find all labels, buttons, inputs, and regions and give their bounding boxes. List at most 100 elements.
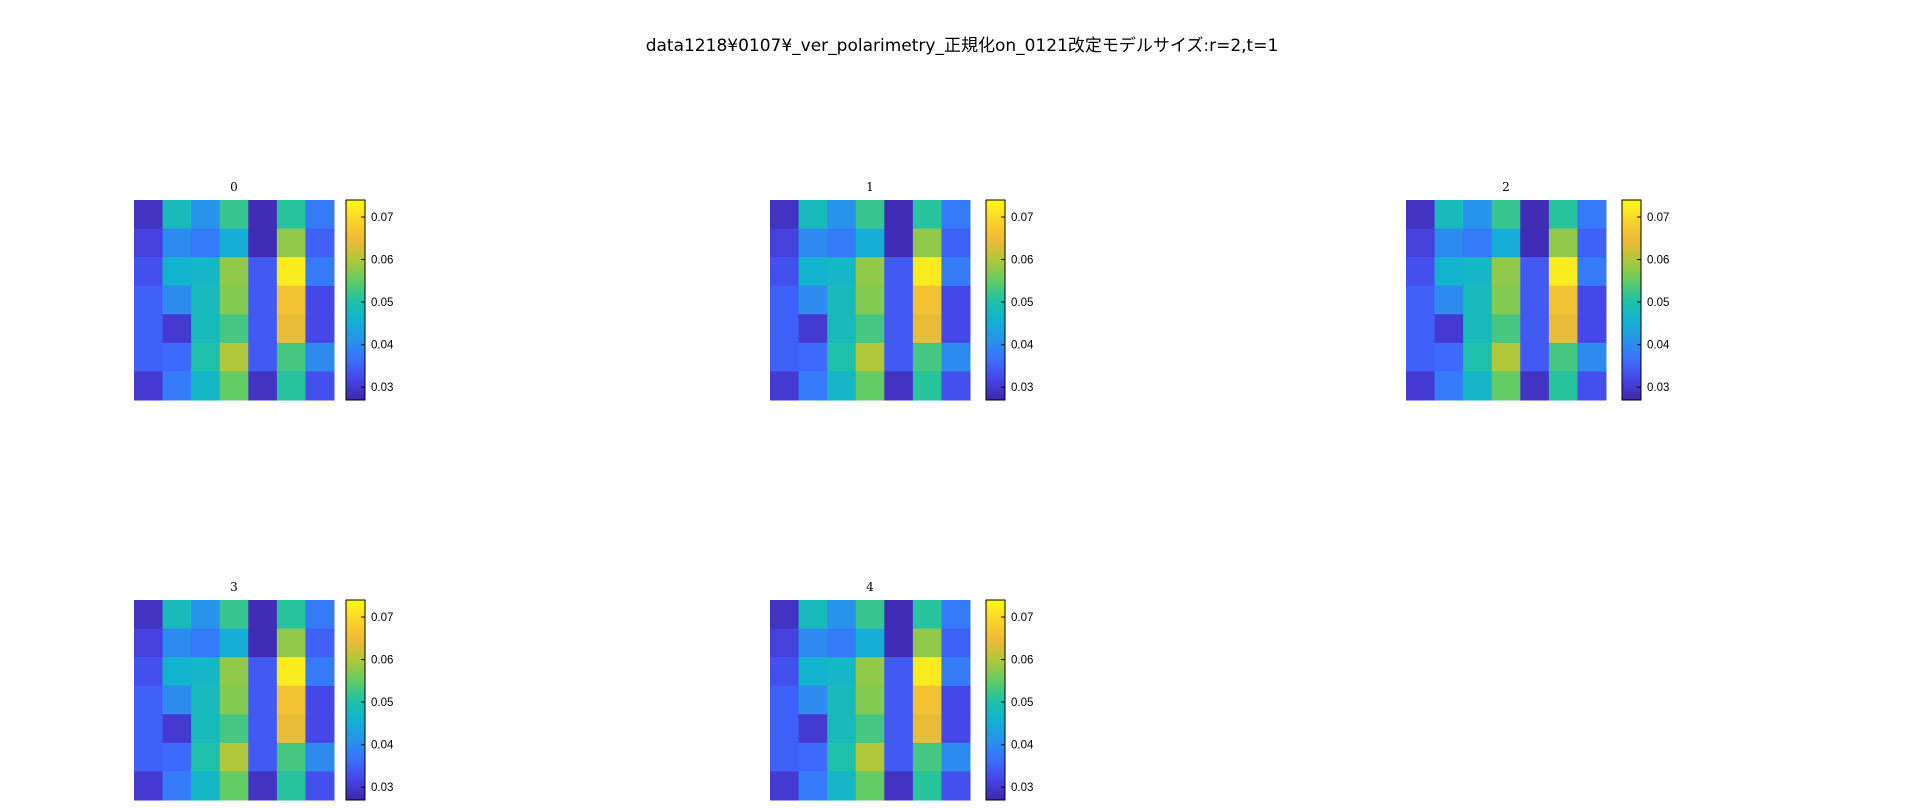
- colorbar: [345, 599, 366, 801]
- heatmap-cell: [798, 228, 828, 258]
- subplot-grid: 0 0.03 0.04 0.05 0.06 0.07 1 0.03 0.04 0.05 0.06 0.…: [134, 180, 1670, 801]
- heatmap-cell: [219, 771, 249, 801]
- heatmap-cell: [770, 628, 800, 658]
- heatmap-cell: [798, 742, 828, 772]
- heatmap-cell: [912, 257, 942, 287]
- heatmap-cell: [770, 200, 800, 230]
- heatmap-cell: [162, 657, 192, 687]
- heatmap-cell: [191, 314, 221, 344]
- heatmap-cell: [884, 714, 914, 744]
- heatmap-cell: [1491, 200, 1521, 230]
- heatmap-cell: [1577, 200, 1607, 230]
- heatmap-cell: [219, 342, 249, 372]
- heatmap-cell: [191, 257, 221, 287]
- colorbar-tick-label: 0.04: [371, 740, 394, 752]
- heatmap-cell: [134, 628, 164, 658]
- heatmap-cell: [1434, 342, 1464, 372]
- heatmap-title: 0: [230, 180, 238, 194]
- heatmap-cell: [1406, 314, 1436, 344]
- heatmap-cell: [884, 771, 914, 801]
- heatmap-cell: [134, 657, 164, 687]
- heatmap-cell: [855, 314, 885, 344]
- heatmap-cell: [1491, 228, 1521, 258]
- heatmap-cell: [248, 314, 278, 344]
- heatmap-cell: [134, 742, 164, 772]
- heatmap-cell: [1434, 257, 1464, 287]
- heatmap-cell: [134, 685, 164, 715]
- heatmap-cell: [134, 257, 164, 287]
- heatmap-cell: [770, 685, 800, 715]
- heatmap-cell: [162, 685, 192, 715]
- heatmap-cell: [305, 714, 335, 744]
- heatmap-cell: [941, 657, 971, 687]
- heatmap-cell: [884, 371, 914, 401]
- colorbar-tick-label: 0.05: [371, 297, 393, 309]
- heatmap-cell: [162, 342, 192, 372]
- heatmap-cell: [770, 342, 800, 372]
- heatmap-panel-4: 4 0.03 0.04 0.05 0.06 0.07: [770, 580, 1034, 801]
- heatmap-cell: [305, 200, 335, 230]
- heatmap-cell: [827, 228, 857, 258]
- heatmap-title: 2: [1502, 180, 1510, 194]
- heatmap-cell: [1577, 228, 1607, 258]
- heatmap-cell: [191, 685, 221, 715]
- heatmap-cell: [1406, 228, 1436, 258]
- heatmap-cell: [1520, 228, 1550, 258]
- heatmap-cell: [276, 600, 306, 630]
- heatmap-cell: [1548, 257, 1578, 287]
- heatmap-cell: [305, 314, 335, 344]
- colorbar-tick-label: 0.03: [371, 782, 393, 794]
- heatmap-cell: [305, 257, 335, 287]
- heatmap-cell: [134, 714, 164, 744]
- heatmap-cell: [1577, 285, 1607, 315]
- colorbar-tick-label: 0.06: [1647, 255, 1669, 267]
- heatmap-cell: [162, 742, 192, 772]
- heatmap-cell: [1491, 342, 1521, 372]
- heatmap-panel-3: 3 0.03 0.04 0.05 0.06 0.07: [134, 580, 394, 801]
- colorbar-tick-label: 0.03: [371, 382, 393, 394]
- heatmap-cell: [884, 228, 914, 258]
- heatmap-cell: [941, 600, 971, 630]
- heatmap-cell: [276, 228, 306, 258]
- colorbar: [985, 199, 1006, 401]
- heatmap-cell: [827, 600, 857, 630]
- heatmap-cell: [162, 371, 192, 401]
- heatmap-cell: [798, 200, 828, 230]
- heatmap-cell: [941, 771, 971, 801]
- heatmap-cell: [1434, 228, 1464, 258]
- heatmap-cell: [134, 771, 164, 801]
- heatmap-cell: [1577, 342, 1607, 372]
- heatmap-title: 4: [866, 580, 874, 594]
- heatmap-cell: [276, 771, 306, 801]
- heatmap-cell: [162, 600, 192, 630]
- heatmap-cell: [941, 742, 971, 772]
- heatmap-cell: [798, 657, 828, 687]
- heatmap-cell: [1406, 285, 1436, 315]
- heatmap-cell: [827, 371, 857, 401]
- heatmap-cell: [855, 228, 885, 258]
- heatmap-cell: [798, 771, 828, 801]
- heatmap-cell: [162, 285, 192, 315]
- heatmap-cell: [162, 257, 192, 287]
- colorbar-tick-label: 0.07: [1011, 212, 1033, 224]
- heatmap-cell: [1463, 314, 1493, 344]
- colorbar: [985, 599, 1006, 801]
- heatmap-cell: [855, 742, 885, 772]
- heatmap-cell: [191, 600, 221, 630]
- heatmap-cell: [134, 371, 164, 401]
- heatmap-cell: [884, 657, 914, 687]
- heatmap-cell: [912, 771, 942, 801]
- heatmap-cell: [827, 200, 857, 230]
- heatmap-cell: [1491, 285, 1521, 315]
- heatmap-cell: [1463, 257, 1493, 287]
- heatmap-cell: [134, 200, 164, 230]
- heatmap-cell: [798, 314, 828, 344]
- heatmap-cell: [941, 628, 971, 658]
- heatmap-cell: [941, 371, 971, 401]
- heatmap-cell: [219, 371, 249, 401]
- heatmap-cell: [219, 228, 249, 258]
- heatmap-cell: [305, 657, 335, 687]
- heatmap-cell: [305, 600, 335, 630]
- heatmap-cell: [827, 771, 857, 801]
